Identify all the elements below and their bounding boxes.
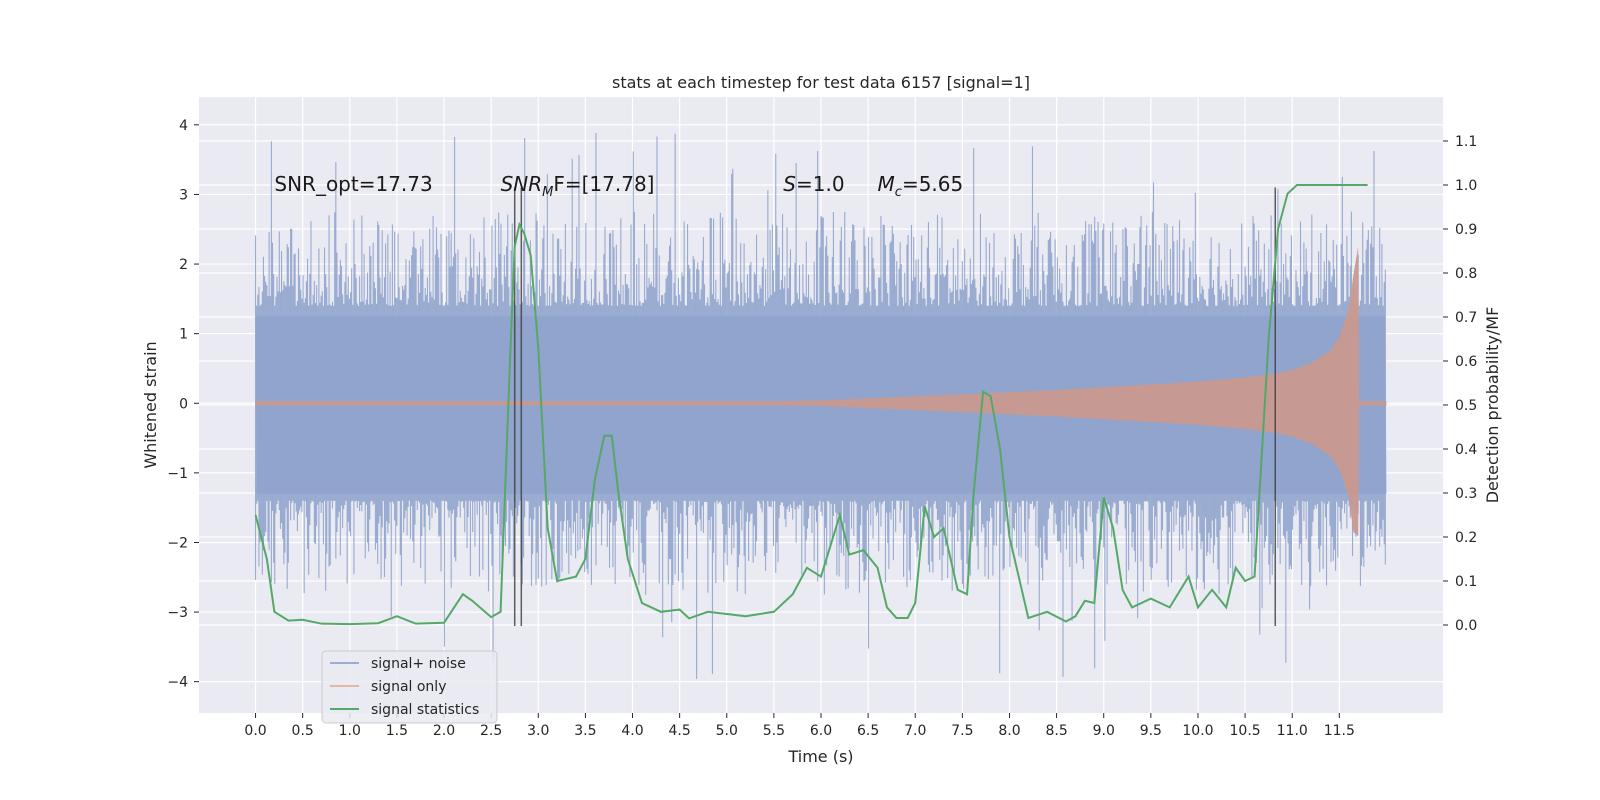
x-tick-label: 9.0 xyxy=(1093,723,1115,739)
annotation-2: S=1.0 xyxy=(783,172,844,196)
y-tick-label: −3 xyxy=(167,605,188,621)
y2-tick-label: 0.2 xyxy=(1455,530,1477,546)
y-tick-label: 1 xyxy=(179,327,188,343)
y-axis-label: Whitened strain xyxy=(141,341,160,468)
signal-envelope xyxy=(255,246,1387,537)
x-tick-label: 11.0 xyxy=(1277,723,1308,739)
statistics-line xyxy=(254,184,1368,626)
annotation-main: SNR xyxy=(501,172,543,196)
x-tick-label: 4.5 xyxy=(669,723,691,739)
y2-tick-label: 0.3 xyxy=(1455,486,1477,502)
x-tick-label: 8.5 xyxy=(1045,723,1067,739)
y2-tick-label: 0.9 xyxy=(1455,222,1477,238)
x-tick-label: 10.5 xyxy=(1230,723,1261,739)
y2-tick-label: 1.0 xyxy=(1455,178,1477,194)
y-tick-label: −2 xyxy=(167,535,188,551)
axis-ticks: 0.0 0.5 1.0 1.5 2.0 2.5 3.0 3.5 4.0 4.5 5.0 5.5 6.0 6… xyxy=(167,118,1477,739)
y2-tick-label: 0.4 xyxy=(1455,442,1477,458)
annotation-main: S xyxy=(783,172,796,196)
y-tick-label: 2 xyxy=(179,257,188,273)
annotations: SNR_opt=17.73 SNRMF=[17.78] S=1.0 Mc=5.65 xyxy=(274,172,963,200)
y2-tick-label: 0.0 xyxy=(1455,618,1477,634)
legend-label-signal: signal only xyxy=(371,679,446,695)
x-tick-label: 1.0 xyxy=(339,723,361,739)
y2-tick-label: 1.1 xyxy=(1455,134,1477,150)
x-tick-label: 1.5 xyxy=(386,723,408,739)
annotation-rest: F=[17.78] xyxy=(553,172,654,196)
x-tick-label: 4.0 xyxy=(621,723,643,739)
x-tick-label: 6.5 xyxy=(857,723,879,739)
x-tick-label: 0.5 xyxy=(292,723,314,739)
y2-tick-label: 0.1 xyxy=(1455,574,1477,590)
legend-label-noise: signal+ noise xyxy=(371,656,466,672)
x-tick-label: 3.0 xyxy=(527,723,549,739)
x-tick-label: 5.5 xyxy=(763,723,785,739)
y-tick-label: −4 xyxy=(167,675,188,691)
annotation-rest: =5.65 xyxy=(902,172,963,196)
x-tick-label: 9.5 xyxy=(1140,723,1162,739)
x-tick-label: 7.0 xyxy=(904,723,926,739)
y2-tick-label: 0.7 xyxy=(1455,310,1477,326)
annotation-main: M xyxy=(878,172,895,196)
series-signal-only xyxy=(255,246,1387,537)
legend-label-stats: signal statistics xyxy=(371,702,479,718)
x-tick-label: 11.5 xyxy=(1324,723,1355,739)
annotation-rest: =1.0 xyxy=(796,172,845,196)
annotation-sub: M xyxy=(542,185,553,200)
annotation-1: SNRMF=[17.78] xyxy=(501,172,655,200)
y-tick-label: 0 xyxy=(179,396,188,412)
annotation-sub: c xyxy=(895,185,902,200)
y-tick-label: −1 xyxy=(167,466,188,482)
y-tick-label: 3 xyxy=(179,187,188,203)
y2-tick-label: 0.5 xyxy=(1455,398,1477,414)
series-signal-statistics xyxy=(254,184,1368,626)
x-axis-label: Time (s) xyxy=(787,747,853,766)
x-tick-label: 2.0 xyxy=(433,723,455,739)
x-tick-label: 8.0 xyxy=(998,723,1020,739)
legend: signal+ noise signal only signal statist… xyxy=(321,650,498,724)
y2-tick-label: 0.6 xyxy=(1455,354,1477,370)
x-tick-label: 0.0 xyxy=(244,723,266,739)
x-tick-label: 3.5 xyxy=(574,723,596,739)
y-tick-label: 4 xyxy=(179,118,188,134)
legend-box xyxy=(321,650,498,724)
x-tick-label: 6.0 xyxy=(810,723,832,739)
x-tick-label: 10.0 xyxy=(1182,723,1213,739)
y2-tick-label: 0.8 xyxy=(1455,266,1477,282)
x-tick-label: 2.5 xyxy=(480,723,502,739)
annotation-0: SNR_opt=17.73 xyxy=(274,172,432,196)
x-tick-label: 7.5 xyxy=(951,723,973,739)
chart-title: stats at each timestep for test data 615… xyxy=(612,73,1030,92)
y2-axis-label: Detection probability/MF xyxy=(1483,307,1502,504)
annotation-3: Mc=5.65 xyxy=(878,172,964,200)
x-tick-label: 5.0 xyxy=(716,723,738,739)
